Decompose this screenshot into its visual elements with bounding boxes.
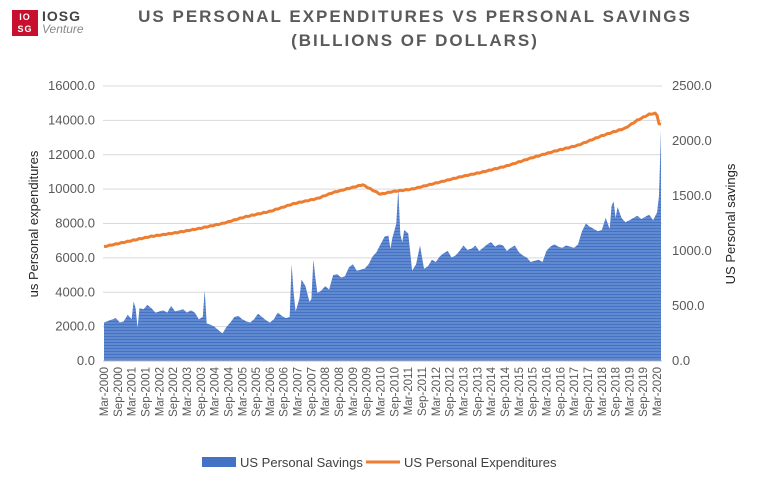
logo-tagline: Venture <box>42 22 84 36</box>
x-tick-label: Mar-2013 <box>459 367 471 416</box>
x-tick-label: Sep-2001 <box>141 367 153 417</box>
right-tick-label: 0.0 <box>672 353 690 368</box>
left-tick-label: 4000.0 <box>55 284 95 299</box>
x-tick-label: Sep-2019 <box>638 367 650 417</box>
x-tick-label: Mar-2019 <box>624 367 636 416</box>
left-tick-label: 0.0 <box>77 353 95 368</box>
chart-title: US PERSONAL EXPENDITURES VS PERSONAL SAV… <box>138 7 692 26</box>
x-tick-label: Mar-2011 <box>403 367 415 415</box>
x-tick-label: Sep-2008 <box>334 367 346 417</box>
x-tick-label: Mar-2001 <box>127 367 139 416</box>
expenditures-line <box>103 111 662 248</box>
x-tick-label: Sep-2009 <box>362 367 374 417</box>
right-axis-ticks: 0.0 500.0 1000.0 1500.0 2000.0 2500.0 <box>672 78 712 368</box>
x-tick-label: Sep-2002 <box>168 367 180 417</box>
savings-area <box>104 130 661 361</box>
left-tick-label: 8000.0 <box>55 216 95 231</box>
legend-label-expenditures: US Personal Expenditures <box>404 455 557 470</box>
right-tick-label: 500.0 <box>672 298 705 313</box>
x-tick-label: Sep-2012 <box>445 367 457 417</box>
x-tick-label: Sep-2006 <box>279 367 291 417</box>
x-tick-label: Sep-2016 <box>555 367 567 417</box>
right-tick-label: 2000.0 <box>672 133 712 148</box>
x-tick-label: Mar-2020 <box>652 367 664 416</box>
left-tick-label: 2000.0 <box>55 319 95 334</box>
x-tick-label: Sep-2003 <box>196 367 208 417</box>
x-tick-label: Sep-2015 <box>528 367 540 417</box>
left-tick-label: 10000.0 <box>48 181 95 196</box>
x-tick-label: Sep-2011 <box>417 367 429 416</box>
x-tick-label: Sep-2010 <box>389 367 401 417</box>
x-tick-label: Sep-2017 <box>583 367 595 417</box>
x-tick-label: Sep-2007 <box>306 367 318 417</box>
x-tick-label: Mar-2014 <box>486 366 498 416</box>
x-tick-label: Sep-2004 <box>223 366 235 416</box>
x-tick-label: Mar-2015 <box>514 367 526 416</box>
x-tick-label: Mar-2003 <box>182 367 194 416</box>
left-tick-label: 16000.0 <box>48 78 95 93</box>
right-tick-label: 2500.0 <box>672 78 712 93</box>
legend-swatch-savings <box>202 457 236 467</box>
left-axis-label: us Personal expenditures <box>26 150 41 297</box>
x-tick-label: Sep-2013 <box>472 367 484 417</box>
x-tick-label: Mar-2004 <box>210 366 222 416</box>
legend: US Personal Savings US Personal Expendit… <box>202 455 557 470</box>
logo-mark: IO SG <box>12 10 38 36</box>
x-tick-label: Sep-2018 <box>611 367 623 417</box>
left-tick-label: 12000.0 <box>48 147 95 162</box>
x-tick-label: Sep-2000 <box>113 367 125 417</box>
x-tick-label: Mar-2012 <box>431 367 443 416</box>
x-tick-label: Mar-2002 <box>154 367 166 416</box>
right-tick-label: 1500.0 <box>672 188 712 203</box>
x-tick-label: Mar-2008 <box>320 367 332 416</box>
x-axis-ticks: Mar-2000 Sep-2000 Mar-2001 Sep-2001 Mar-2002… <box>99 366 664 416</box>
x-tick-label: Mar-2009 <box>348 367 360 416</box>
x-tick-label: Mar-2018 <box>597 367 609 416</box>
left-tick-label: 14000.0 <box>48 112 95 127</box>
x-tick-label: Mar-2000 <box>99 367 111 416</box>
chart-subtitle: (BILLIONS OF DOLLARS) <box>291 31 539 50</box>
right-axis-label: US Personal savings <box>723 163 738 284</box>
savings-series <box>103 130 662 362</box>
left-tick-label: 6000.0 <box>55 250 95 265</box>
legend-label-savings: US Personal Savings <box>240 455 363 470</box>
logo: IOSG Venture <box>42 9 84 36</box>
x-tick-label: Mar-2005 <box>237 367 249 416</box>
x-tick-label: Sep-2005 <box>251 367 263 417</box>
x-tick-label: Mar-2006 <box>265 367 277 416</box>
left-axis-ticks: 0.0 2000.0 4000.0 6000.0 8000.0 10000.0 12000.… <box>48 78 95 368</box>
x-tick-label: Mar-2017 <box>569 367 581 416</box>
logo-name: IOSG <box>42 8 82 24</box>
x-tick-label: Mar-2007 <box>293 367 305 416</box>
x-tick-label: Mar-2010 <box>376 367 388 416</box>
x-tick-label: Mar-2016 <box>541 367 553 416</box>
right-tick-label: 1000.0 <box>672 243 712 258</box>
expenditures-series <box>103 111 662 248</box>
x-tick-label: Sep-2014 <box>500 366 512 416</box>
